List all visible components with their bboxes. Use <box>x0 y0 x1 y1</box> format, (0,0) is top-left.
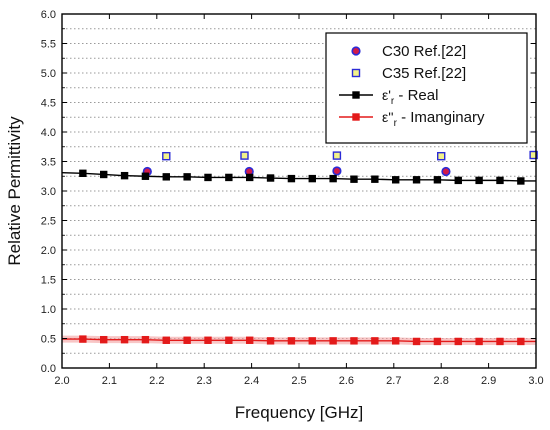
data-point <box>225 173 233 182</box>
x-tick-label: 2.6 <box>339 375 354 387</box>
data-point <box>496 176 504 185</box>
data-point <box>204 336 212 344</box>
data-point <box>412 176 421 184</box>
data-point <box>496 337 504 346</box>
data-point <box>162 151 171 161</box>
legend-label: ε''r - Imanginary <box>382 109 485 129</box>
data-point <box>100 335 108 344</box>
x-tick-label: 2.4 <box>244 375 259 387</box>
data-point <box>351 68 361 78</box>
data-point <box>437 151 446 161</box>
series-2 <box>61 169 536 185</box>
data-point <box>433 176 442 184</box>
data-point <box>412 337 421 346</box>
data-point <box>308 174 316 183</box>
data-point <box>441 166 451 177</box>
legend-entry-0: C30 Ref.[22] <box>351 43 466 60</box>
data-point <box>79 169 87 177</box>
data-point <box>371 337 379 345</box>
y-tick-label: 6.0 <box>41 9 56 21</box>
data-point <box>240 151 249 160</box>
legend-entry-2: ε'r - Real <box>339 87 438 107</box>
data-point <box>517 337 525 346</box>
data-point <box>352 113 360 121</box>
y-tick-label: 0.0 <box>41 363 56 375</box>
data-point <box>183 336 191 344</box>
series-line <box>61 172 536 182</box>
grid-lines <box>62 28 536 354</box>
data-point <box>329 174 337 183</box>
data-point <box>225 336 233 344</box>
data-point <box>391 176 400 184</box>
data-point <box>120 171 129 180</box>
data-point <box>332 151 342 160</box>
series-1 <box>162 150 538 161</box>
y-tick-label: 4.0 <box>41 127 56 139</box>
data-point <box>350 175 358 183</box>
x-tick-label: 2.2 <box>149 375 164 387</box>
x-tick-label: 2.0 <box>54 375 69 387</box>
data-point <box>266 337 275 345</box>
data-point <box>529 150 538 160</box>
y-tick-label: 4.5 <box>41 98 56 110</box>
data-point <box>287 337 296 345</box>
data-point <box>475 337 483 346</box>
data-point <box>287 174 296 183</box>
data-point <box>79 335 87 343</box>
x-tick-label: 2.3 <box>197 375 212 387</box>
data-point <box>351 46 361 56</box>
axis-ticks: 0.0 0.5 1.0 1.5 2.0 2.5 3.0 3.5 4.0 4.5 5.0 5.5 6.0 2… <box>41 9 544 387</box>
data-point <box>246 336 254 344</box>
data-point <box>246 173 254 182</box>
data-point <box>371 175 379 183</box>
x-tick-label: 2.9 <box>481 375 496 387</box>
data-point <box>162 336 170 344</box>
legend-label: C30 Ref.[22] <box>382 43 466 60</box>
data-point <box>332 166 342 176</box>
x-tick-label: 2.5 <box>291 375 306 387</box>
data-point <box>350 337 358 345</box>
legend-entry-3: ε''r - Imanginary <box>339 109 485 129</box>
data-point <box>183 173 191 181</box>
data-point <box>475 176 483 185</box>
y-tick-label: 2.5 <box>41 216 56 228</box>
data-point <box>454 337 462 346</box>
y-tick-label: 1.5 <box>41 275 56 287</box>
y-tick-label: 0.5 <box>41 334 56 346</box>
data-point <box>141 172 150 180</box>
y-tick-label: 3.5 <box>41 157 56 169</box>
data-point <box>329 337 337 345</box>
data-point <box>433 337 442 346</box>
data-point <box>204 173 212 182</box>
data-point <box>454 176 462 185</box>
y-tick-label: 1.0 <box>41 304 56 316</box>
y-tick-label: 3.0 <box>41 186 56 198</box>
x-tick-label: 2.8 <box>434 375 449 387</box>
y-tick-label: 5.0 <box>41 68 56 80</box>
data-point <box>100 170 108 179</box>
legend-entry-1: C35 Ref.[22] <box>351 65 466 82</box>
plot-series <box>61 150 538 346</box>
legend-label: ε'r - Real <box>382 87 438 107</box>
series-3 <box>62 335 536 346</box>
x-axis-title: Frequency [GHz] <box>235 403 364 422</box>
y-tick-label: 5.5 <box>41 39 56 51</box>
y-axis-title: Relative Permittivity <box>5 116 24 266</box>
data-point <box>308 337 316 345</box>
x-tick-label: 2.1 <box>102 375 117 387</box>
data-point <box>120 335 129 344</box>
legend-label: C35 Ref.[22] <box>382 65 466 82</box>
data-point <box>141 335 150 344</box>
data-point <box>391 337 400 345</box>
x-tick-label: 3.0 <box>528 375 543 387</box>
data-point <box>517 177 525 185</box>
x-tick-label: 2.7 <box>386 375 401 387</box>
data-point <box>162 173 170 181</box>
y-tick-label: 2.0 <box>41 245 56 257</box>
data-point <box>352 91 360 99</box>
data-point <box>266 174 275 182</box>
